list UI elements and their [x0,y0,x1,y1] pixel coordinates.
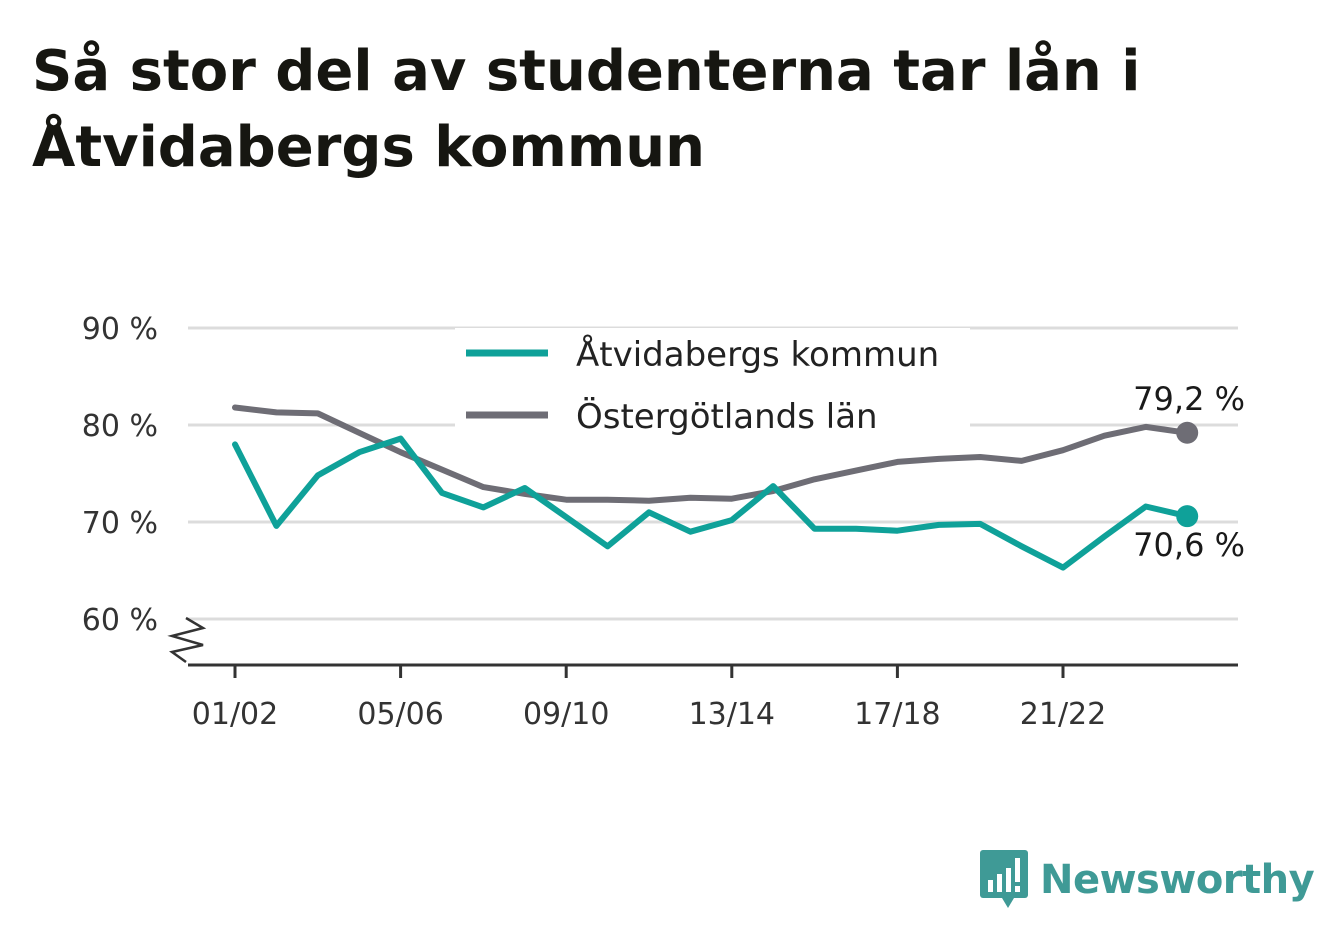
y-tick-label: 80 % [82,409,158,444]
x-tick-label: 05/06 [357,697,443,732]
end-labels: 70,6 % 79,2 % [1133,380,1245,564]
end-point-ostergotland [1176,421,1199,444]
newsworthy-logo: Newsworthy [980,850,1315,910]
x-tick-label: 21/22 [1020,697,1106,732]
series-line-atvidaberg [232,435,1191,571]
end-value-label: 70,6 % [1133,526,1245,564]
legend: Åtvidabergs kommun Östergötlands län [455,328,970,440]
end-value-label: 79,2 % [1133,380,1245,418]
legend-background [455,328,970,440]
series-line-ostergotland [232,404,1191,504]
bar-chart-speech-bubble-icon [980,850,1028,908]
y-tick-label: 60 % [82,603,158,638]
axis-break-icon [167,616,207,664]
x-tick-label: 01/02 [192,697,278,732]
x-axis: 01/02 05/06 09/10 13/14 17/18 21/22 [188,663,1238,732]
legend-label-atvidaberg: Åtvidabergs kommun [576,334,939,375]
x-tick-label: 09/10 [523,697,609,732]
x-tick-label: 13/14 [689,697,775,732]
brand-name: Newsworthy [1040,857,1315,903]
y-tick-label: 90 % [82,312,158,347]
legend-label-ostergotland: Östergötlands län [576,396,878,437]
x-tick-label: 17/18 [854,697,940,732]
chart-title: Så stor del av studenterna tar lån i Åtv… [32,39,1141,180]
y-tick-label: 70 % [82,506,158,541]
series-lines [232,404,1191,571]
y-axis: 60 % 70 % 80 % 90 % [82,312,207,664]
end-point-atvidaberg [1176,505,1199,528]
